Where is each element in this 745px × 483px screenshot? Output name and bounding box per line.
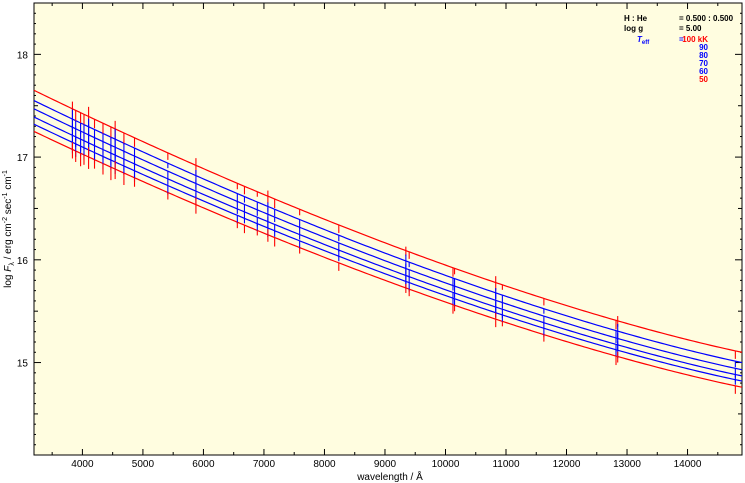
x-tick-label: 6000 (192, 459, 215, 470)
x-tick-label: 11000 (492, 459, 520, 470)
x-tick-label: 13000 (613, 459, 641, 470)
x-tick-label: 14000 (674, 459, 702, 470)
legend-composition-label: H : He (624, 14, 648, 23)
y-tick-label: 17 (17, 153, 29, 164)
series-line (33, 116, 743, 377)
x-tick-labels: 4000 5000 6000 7000 8000 9000 10000 11000 12000 1… (71, 459, 702, 470)
legend-logg-label: log g (624, 24, 643, 33)
legend-entry: 90 (699, 43, 708, 52)
y-tick-label: 18 (17, 50, 29, 61)
x-tick-label: 8000 (313, 459, 336, 470)
legend-logg-value: = 5.00 (679, 24, 702, 33)
x-axis-label: wavelength / Å (356, 470, 423, 483)
x-tick-label: 4000 (71, 459, 94, 470)
x-tick-label: 7000 (253, 459, 276, 470)
series-line (33, 100, 743, 364)
axis-ticks (34, 2, 742, 455)
legend-entry: 100 kK (682, 35, 708, 44)
legend-entry: 80 (699, 51, 708, 60)
legend: H : He = 0.500 : 0.500 log g = 5.00 Teff… (624, 14, 734, 84)
series-line (33, 108, 743, 371)
y-tick-labels: 15 16 17 18 (17, 50, 29, 369)
legend-teff-label: Teff (637, 35, 650, 46)
series-line (33, 123, 743, 382)
x-tick-label: 10000 (432, 459, 460, 470)
legend-teff-eq: = (679, 35, 684, 44)
series-line (33, 130, 743, 388)
y-tick-label: 16 (17, 256, 29, 267)
legend-entry: 50 (699, 75, 708, 84)
x-tick-label: 12000 (553, 459, 581, 470)
legend-entry: 70 (699, 59, 708, 68)
x-tick-label: 5000 (132, 459, 155, 470)
legend-entry: 60 (699, 67, 708, 76)
legend-composition-value: = 0.500 : 0.500 (679, 14, 734, 23)
series-group (33, 89, 743, 394)
series-line (33, 89, 743, 353)
x-tick-label: 9000 (374, 459, 397, 470)
y-tick-label: 15 (17, 359, 29, 370)
plot-background (33, 2, 743, 456)
y-axis-label: log Fλ / erg cm-2 sec-1 cm-1 (2, 170, 16, 288)
